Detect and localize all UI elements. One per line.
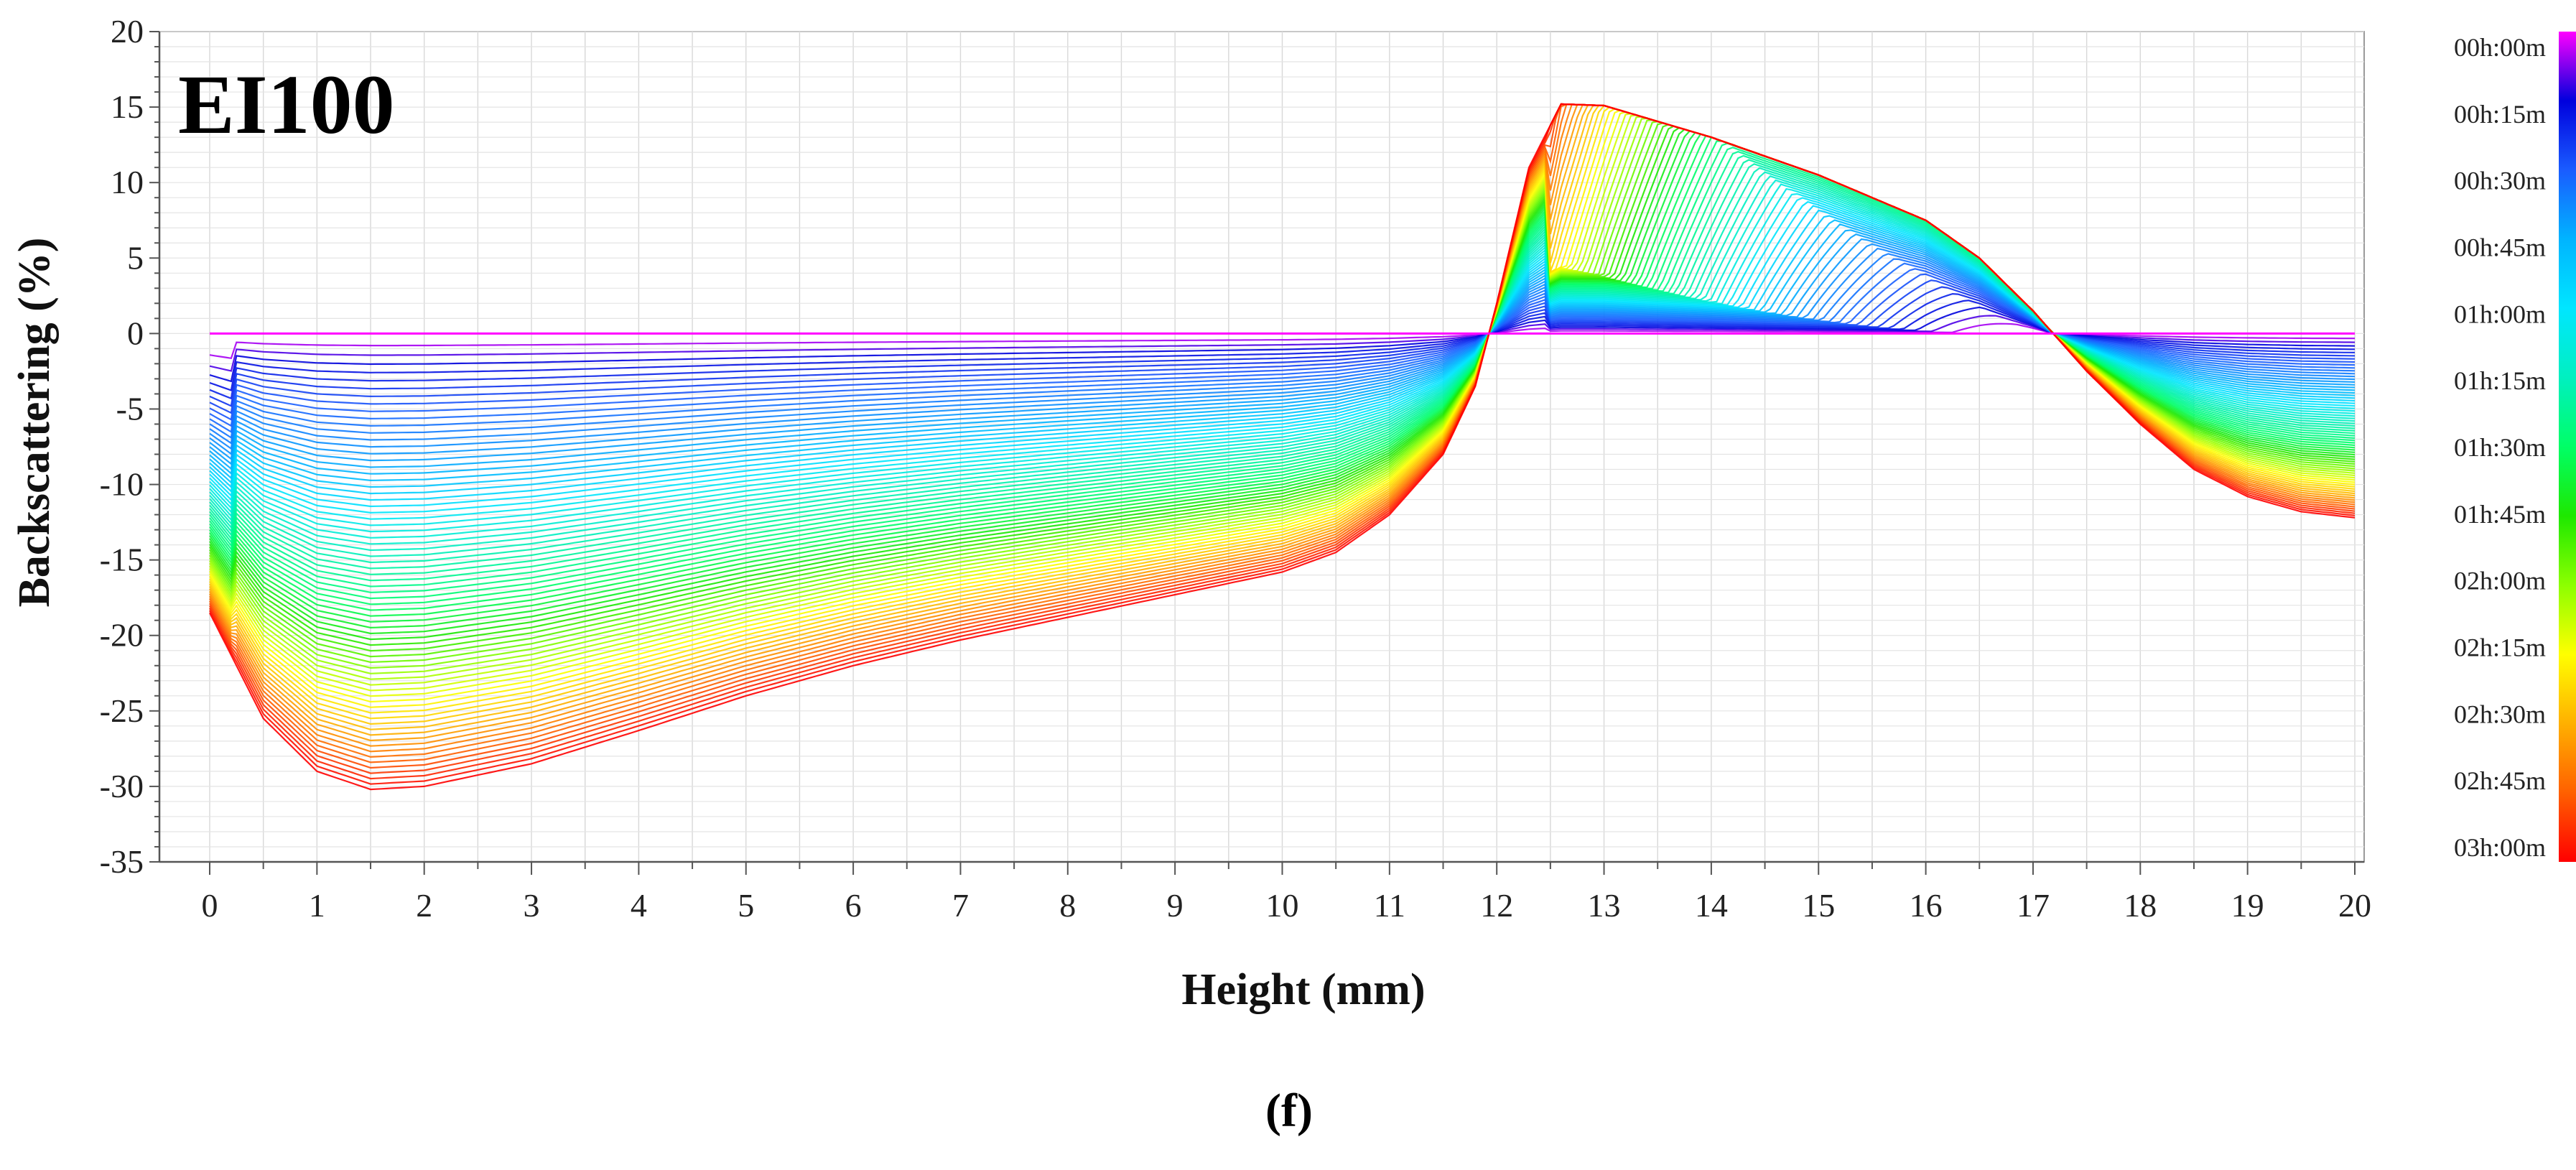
- x-tick-label: 16: [1910, 887, 1943, 924]
- backscattering-curve: [209, 229, 2356, 470]
- y-tick-label: 15: [111, 88, 144, 125]
- backscattering-curve: [209, 300, 2355, 391]
- backscattering-curve: [209, 273, 2356, 421]
- x-tick-label: 6: [845, 887, 862, 924]
- y-tick-label: -30: [100, 768, 144, 804]
- backscattering-curve: [209, 258, 2356, 440]
- backscattering-curve: [209, 262, 2356, 434]
- colorbar-label: 02h:15m: [2454, 633, 2546, 662]
- colorbar-label: 00h:30m: [2454, 167, 2546, 195]
- backscattering-curve: [209, 268, 2356, 427]
- backscattering-curve: [209, 247, 2356, 450]
- x-tick-label: 3: [524, 887, 540, 924]
- y-tick-label: 0: [127, 315, 144, 351]
- figure-caption: (f): [1265, 1085, 1313, 1137]
- y-axis-title: Backscattering (%): [10, 238, 59, 608]
- x-tick-label: 10: [1266, 887, 1299, 924]
- x-tick-label: 9: [1167, 887, 1184, 924]
- x-tick-label: 20: [2338, 887, 2371, 924]
- backscattering-curve: [209, 103, 2356, 791]
- x-tick-label: 15: [1802, 887, 1835, 924]
- backscattering-curve: [209, 322, 2355, 360]
- colorbar-label: 00h:15m: [2454, 100, 2546, 129]
- x-tick-label: 13: [1588, 887, 1621, 924]
- x-tick-label: 0: [202, 887, 218, 924]
- y-tick-label: 5: [127, 239, 144, 276]
- backscattering-curve: [209, 243, 2356, 455]
- x-tick-label: 17: [2017, 887, 2050, 924]
- y-tick-label: -35: [100, 843, 144, 880]
- x-tick-label: 2: [416, 887, 432, 924]
- colorbar: [2559, 32, 2576, 862]
- backscattering-curve: [209, 306, 2356, 383]
- x-axis: 0 1 2 3 4 5 6 7 8 9 10 11 12 13 14 15 16 17 18 19 20: [159, 860, 2371, 924]
- y-tick-label: 20: [111, 13, 144, 50]
- x-axis-title: Height (mm): [1181, 965, 1425, 1014]
- colorbar-label: 01h:45m: [2454, 500, 2546, 529]
- x-tick-label: 12: [1480, 887, 1513, 924]
- x-tick-label: 11: [1374, 887, 1405, 924]
- y-axis: 20 15 10 5 0 -5 -10 -15 -20 -25 -30 -35: [100, 13, 161, 880]
- colorbar-label: 01h:15m: [2454, 366, 2546, 395]
- x-tick-label: 19: [2231, 887, 2264, 924]
- colorbar-label: 03h:00m: [2454, 833, 2546, 862]
- colorbar-label: 02h:45m: [2454, 766, 2546, 795]
- x-tick-label: 5: [738, 887, 754, 924]
- backscattering-curve: [209, 279, 2356, 414]
- backscattering-curve: [209, 253, 2356, 445]
- colorbar-label: 00h:45m: [2454, 233, 2546, 262]
- colorbar-label: 00h:00m: [2454, 33, 2546, 62]
- y-tick-label: -15: [100, 542, 144, 578]
- backscattering-curve: [209, 286, 2356, 407]
- x-tick-label: 8: [1059, 887, 1076, 924]
- backscattering-curves: [209, 103, 2356, 791]
- y-tick-label: 10: [111, 164, 144, 200]
- x-tick-label: 18: [2124, 887, 2157, 924]
- backscattering-curve: [209, 233, 2356, 465]
- colorbar-labels: 00h:00m 00h:15m 00h:30m 00h:45m 01h:00m 01h:1…: [2454, 33, 2546, 862]
- panel-title: EI100: [178, 57, 395, 152]
- backscattering-curve: [209, 292, 2356, 400]
- y-tick-label: -20: [100, 617, 144, 654]
- colorbar-label: 02h:30m: [2454, 700, 2546, 728]
- y-tick-label: -5: [116, 390, 144, 427]
- backscattering-curve: [209, 315, 2356, 372]
- colorbar-label: 01h:30m: [2454, 433, 2546, 462]
- x-tick-label: 14: [1695, 887, 1728, 924]
- backscattering-curve: [209, 238, 2356, 461]
- colorbar-label: 02h:00m: [2454, 567, 2546, 595]
- x-tick-label: 1: [309, 887, 325, 924]
- y-tick-label: -25: [100, 692, 144, 729]
- x-tick-label: 4: [631, 887, 647, 924]
- colorbar-label: 01h:00m: [2454, 300, 2546, 328]
- y-tick-label: -10: [100, 466, 144, 503]
- x-tick-label: 7: [952, 887, 969, 924]
